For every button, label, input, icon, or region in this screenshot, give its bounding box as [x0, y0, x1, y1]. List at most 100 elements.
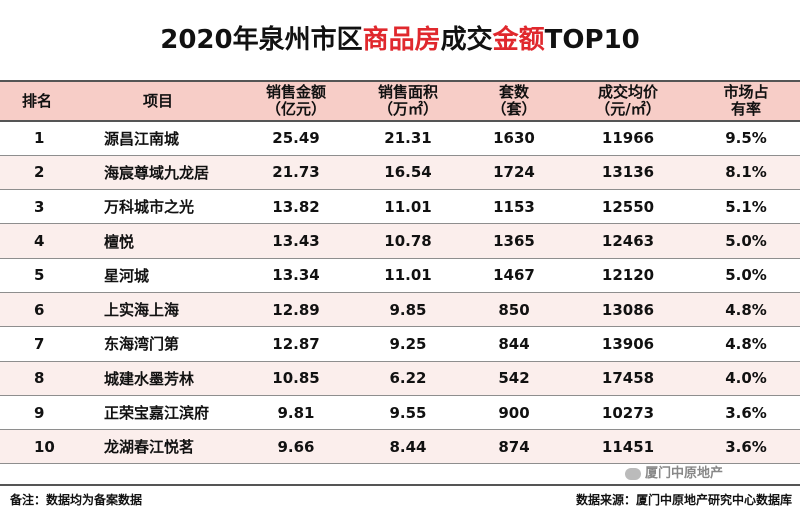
amount-cell: 9.66 [240, 429, 352, 465]
table-body: 1 源昌江南城 25.49 21.31 1630 11966 9.5% 2 海宸尊域九龙居 21.… [0, 121, 800, 465]
share-cell: 9.5% [692, 121, 800, 156]
share-cell: 4.8% [692, 326, 800, 362]
title-part-year-city: 2020年泉州市区 [160, 25, 363, 55]
units-cell: 850 [464, 292, 564, 328]
area-cell: 6.22 [352, 361, 464, 396]
rank-cell: 6 [0, 292, 76, 328]
table-row: 1 源昌江南城 25.49 21.31 1630 11966 9.5% [0, 121, 800, 156]
header-project: 项目 [76, 80, 240, 122]
header-line1: 销售金额 [265, 83, 326, 101]
table-row: 6 上实海上海 12.89 9.85 850 13086 4.8% [0, 292, 800, 328]
rank-cell: 8 [0, 361, 76, 396]
price-cell: 10273 [564, 395, 692, 431]
project-cell: 檀悦 [76, 223, 240, 259]
price-cell: 17458 [564, 361, 692, 396]
amount-cell: 10.85 [240, 361, 352, 396]
header-line1: 项目 [142, 91, 173, 110]
units-cell: 542 [464, 361, 564, 396]
rank-cell: 2 [0, 155, 76, 191]
watermark-text: 厦门中原地产 [645, 466, 724, 481]
rank-cell: 1 [0, 121, 76, 156]
share-cell: 4.0% [692, 361, 800, 396]
header-line2: （套） [491, 100, 537, 118]
table-row: 8 城建水墨芳林 10.85 6.22 542 17458 4.0% [0, 361, 800, 396]
amount-cell: 13.43 [240, 223, 352, 259]
header-line1: 市场占 [723, 83, 769, 101]
project-cell: 上实海上海 [76, 292, 240, 328]
header-line2: 有率 [730, 100, 761, 118]
amount-cell: 13.82 [240, 189, 352, 225]
header-line1: 套数 [498, 83, 529, 101]
amount-cell: 13.34 [240, 258, 352, 293]
area-cell: 9.55 [352, 395, 464, 431]
rank-cell: 10 [0, 429, 76, 465]
header-sales-amount: 销售金额 （亿元） [240, 80, 352, 122]
project-cell: 星河城 [76, 258, 240, 293]
price-cell: 11966 [564, 121, 692, 156]
project-cell: 源昌江南城 [76, 121, 240, 156]
units-cell: 1724 [464, 155, 564, 191]
ranking-table: 排名 项目 销售金额 （亿元） 销售面积 （万㎡） 套数 （套） 成交均价 （元/㎡） 市场占 有率 … [0, 80, 800, 465]
share-cell: 3.6% [692, 395, 800, 431]
table-row: 2 海宸尊域九龙居 21.73 16.54 1724 13136 8.1% [0, 155, 800, 191]
project-cell: 城建水墨芳林 [76, 361, 240, 396]
area-cell: 10.78 [352, 223, 464, 259]
amount-cell: 9.81 [240, 395, 352, 431]
header-line1: 销售面积 [377, 83, 438, 101]
area-cell: 9.25 [352, 326, 464, 362]
table-row: 7 东海湾门第 12.87 9.25 844 13906 4.8% [0, 326, 800, 362]
price-cell: 13086 [564, 292, 692, 328]
area-cell: 11.01 [352, 258, 464, 293]
price-cell: 12550 [564, 189, 692, 225]
share-cell: 5.0% [692, 223, 800, 259]
header-line1: 成交均价 [597, 83, 658, 101]
units-cell: 1153 [464, 189, 564, 225]
project-cell: 正荣宝嘉江滨府 [76, 395, 240, 431]
wechat-icon [625, 467, 641, 480]
header-line2: （亿元） [265, 100, 326, 118]
project-cell: 海宸尊域九龙居 [76, 155, 240, 191]
price-cell: 12120 [564, 258, 692, 293]
title-part-deal: 成交 [440, 25, 493, 55]
page-title: 2020年泉州市区商品房成交金额TOP10 [0, 0, 800, 80]
footer-note: 备注：数据均为备案数据 [10, 493, 143, 507]
table-row: 5 星河城 13.34 11.01 1467 12120 5.0% [0, 258, 800, 293]
project-cell: 东海湾门第 [76, 326, 240, 362]
rank-cell: 3 [0, 189, 76, 225]
rank-cell: 7 [0, 326, 76, 362]
amount-cell: 25.49 [240, 121, 352, 156]
share-cell: 8.1% [692, 155, 800, 191]
wechat-watermark: 厦门中原地产 [625, 462, 723, 481]
header-avg-price: 成交均价 （元/㎡） [564, 80, 692, 122]
rank-cell: 9 [0, 395, 76, 431]
table-row: 9 正荣宝嘉江滨府 9.81 9.55 900 10273 3.6% [0, 395, 800, 431]
area-cell: 21.31 [352, 121, 464, 156]
header-line2: （元/㎡） [595, 100, 661, 118]
rank-cell: 5 [0, 258, 76, 293]
rank-cell: 4 [0, 223, 76, 259]
header-line1: 排名 [22, 91, 53, 110]
units-cell: 874 [464, 429, 564, 465]
units-cell: 900 [464, 395, 564, 431]
price-cell: 12463 [564, 223, 692, 259]
price-cell: 13906 [564, 326, 692, 362]
share-cell: 5.1% [692, 189, 800, 225]
area-cell: 9.85 [352, 292, 464, 328]
table-row: 4 檀悦 13.43 10.78 1365 12463 5.0% [0, 223, 800, 259]
area-cell: 8.44 [352, 429, 464, 465]
footer-source: 数据来源：厦门中原地产研究中心数据库 [575, 493, 792, 507]
area-cell: 16.54 [352, 155, 464, 191]
title-part-commercial-housing: 商品房 [362, 25, 441, 55]
units-cell: 1365 [464, 223, 564, 259]
table-header-row: 排名 项目 销售金额 （亿元） 销售面积 （万㎡） 套数 （套） 成交均价 （元/㎡） 市场占 有率 [0, 80, 800, 122]
title-part-top10: TOP10 [544, 25, 640, 55]
project-cell: 龙湖春江悦茗 [76, 429, 240, 465]
footer: 备注：数据均为备案数据 数据来源：厦门中原地产研究中心数据库 [0, 484, 800, 511]
header-rank: 排名 [0, 80, 76, 122]
table-row: 3 万科城市之光 13.82 11.01 1153 12550 5.1% [0, 189, 800, 225]
units-cell: 844 [464, 326, 564, 362]
project-cell: 万科城市之光 [76, 189, 240, 225]
header-line2: （万㎡） [377, 100, 438, 118]
price-cell: 13136 [564, 155, 692, 191]
header-market-share: 市场占 有率 [692, 80, 800, 122]
